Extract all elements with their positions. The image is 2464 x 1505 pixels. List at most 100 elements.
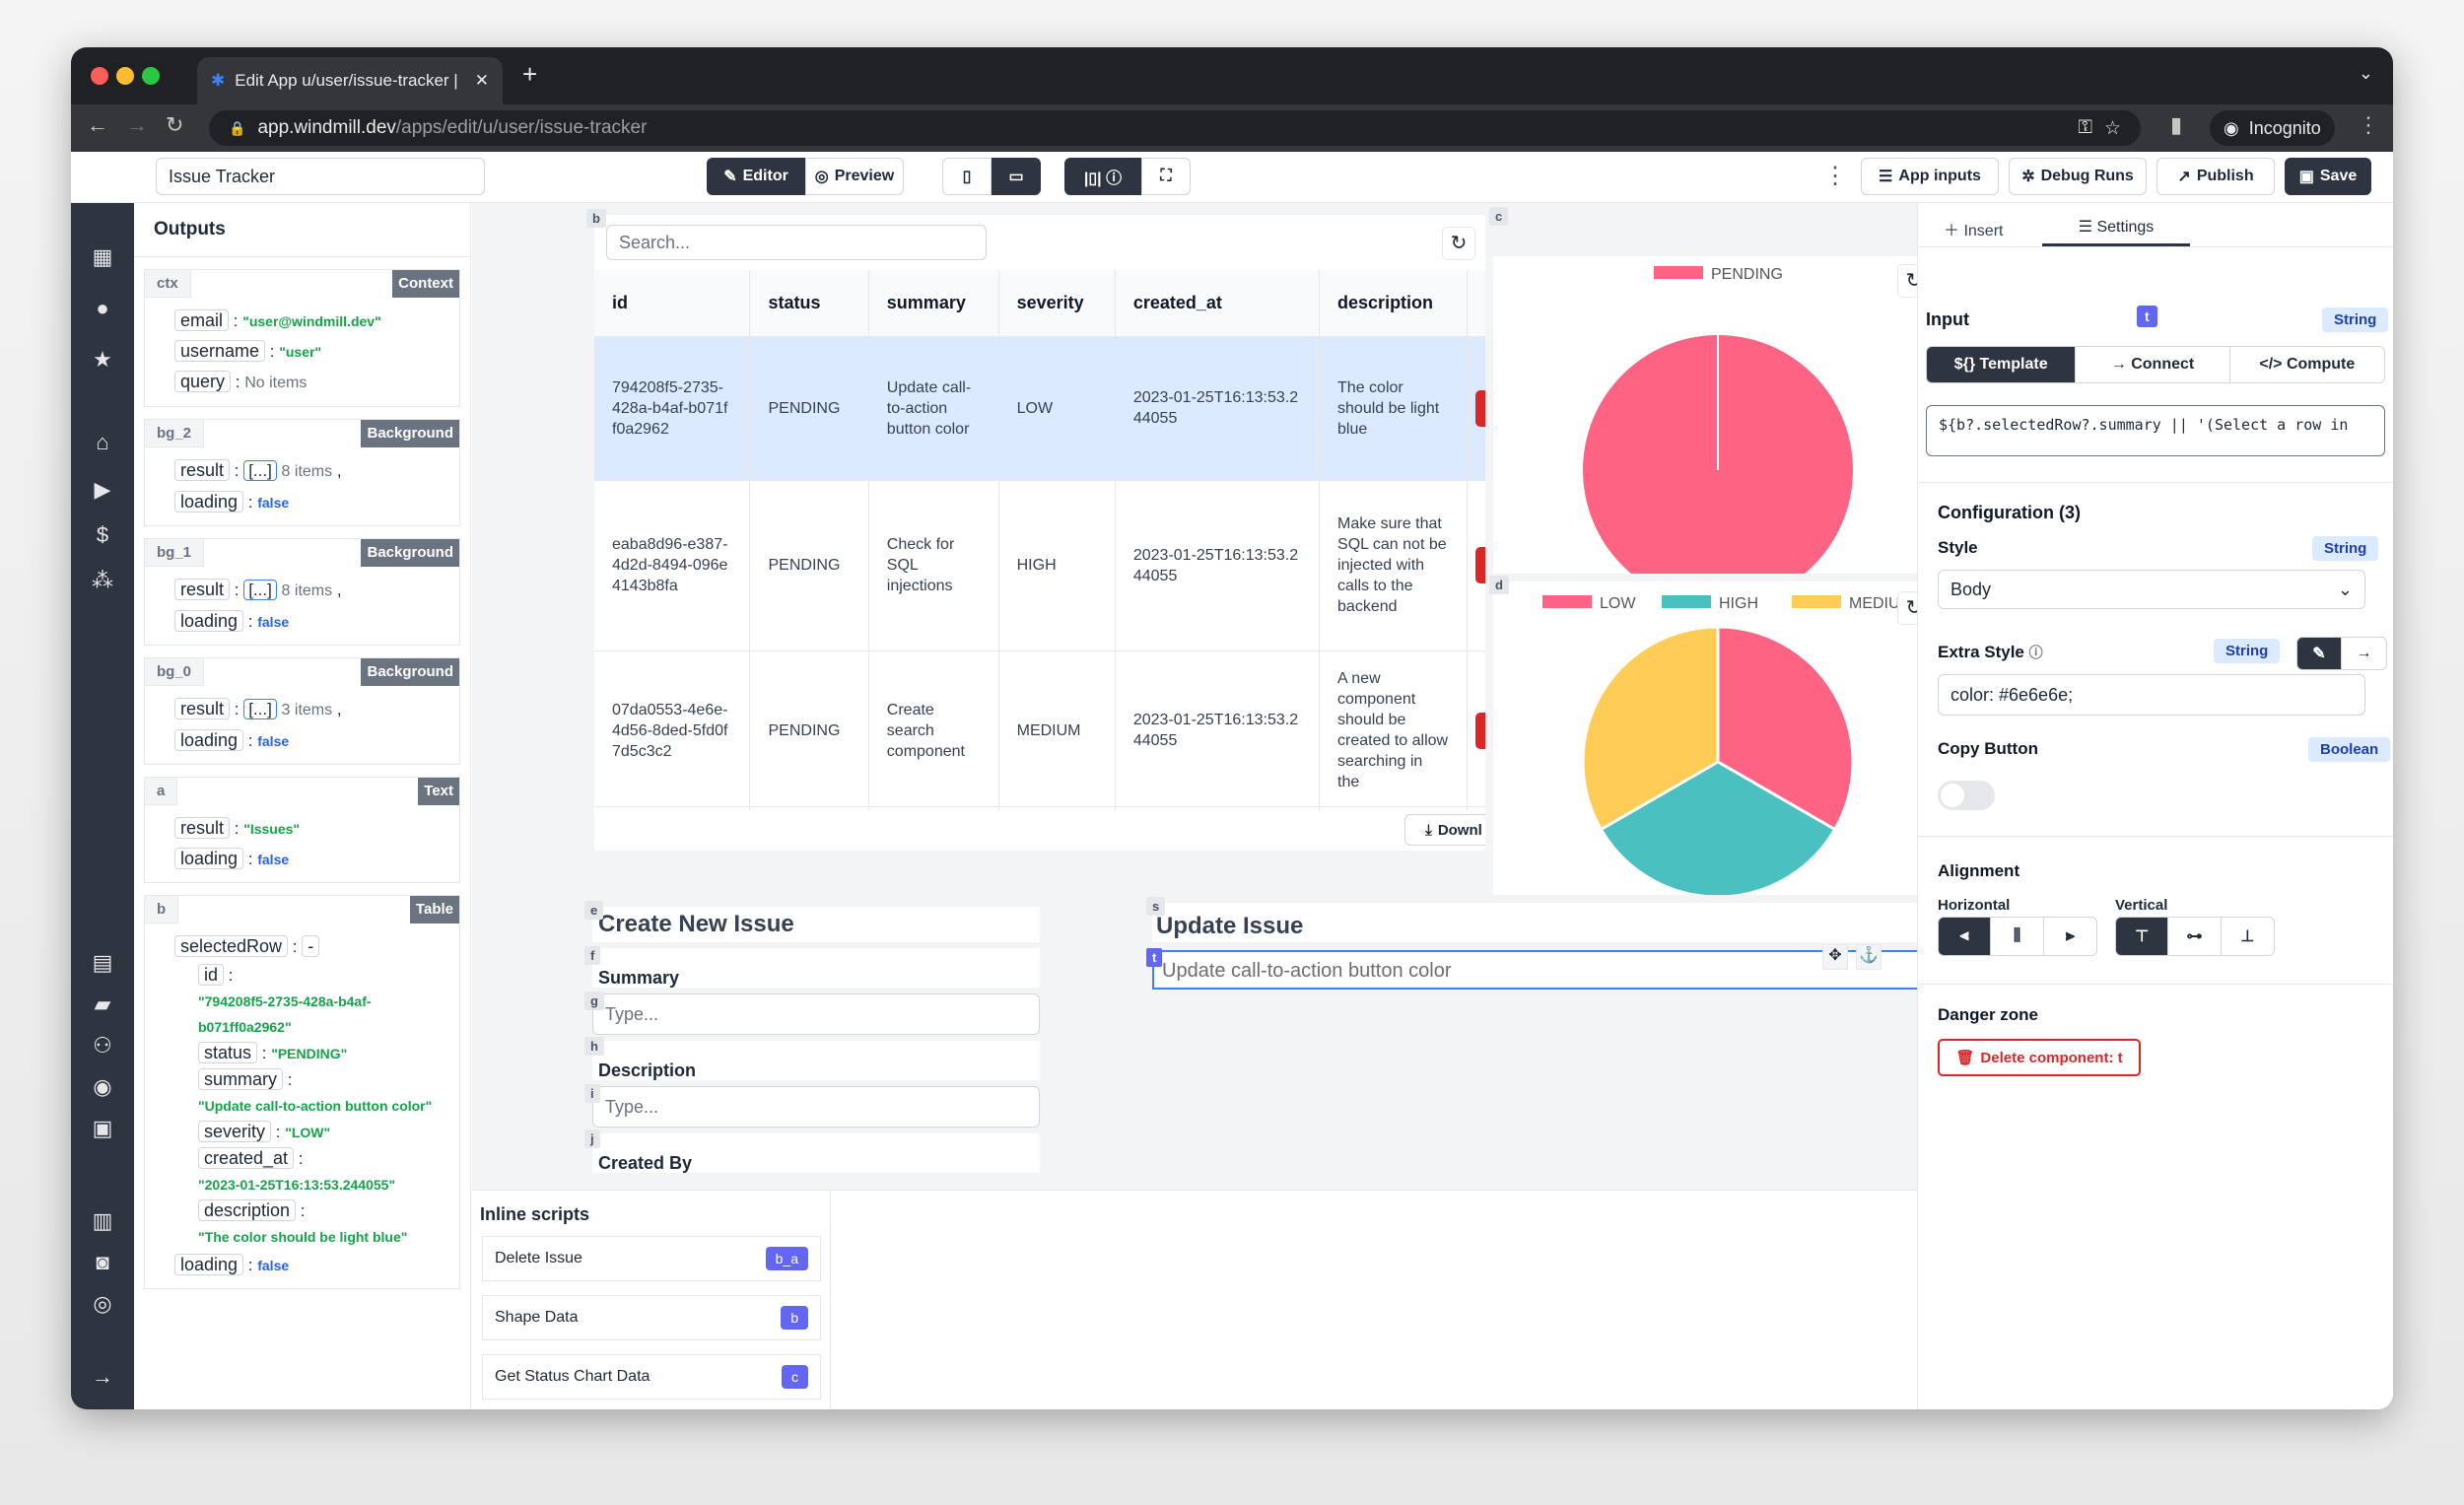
pie-slice[interactable]	[1716, 625, 1855, 832]
home-icon[interactable]: ⌂	[96, 430, 109, 454]
calendar-icon[interactable]: ▤	[92, 950, 113, 975]
close-window-button[interactable]	[91, 67, 108, 85]
table-row[interactable]: 07da0553-4e6e-4d56-8ded-5fd0f7d5c3c2 PEND…	[594, 650, 1485, 810]
component-id-label[interactable]: s	[1146, 897, 1166, 916]
key-icon[interactable]: ⚿	[2078, 117, 2092, 138]
align-middle-icon[interactable]: ⊶	[2168, 918, 2222, 955]
close-tab-icon[interactable]: ✕	[474, 71, 489, 90]
pie-slice[interactable]	[1581, 625, 1720, 832]
move-icon[interactable]: ✥	[1822, 944, 1848, 970]
publish-button[interactable]: ↗ Publish	[2156, 158, 2275, 195]
resources-icon[interactable]: ⁂	[92, 568, 113, 592]
delete-row-button[interactable]: Del	[1474, 712, 1485, 749]
component-id-label[interactable]: d	[1489, 576, 1509, 594]
component-id-label[interactable]: g	[584, 992, 604, 1010]
star-icon[interactable]: ★	[93, 347, 112, 372]
url-input[interactable]: 🔒 app.windmill.dev/apps/edit/u/user/issu…	[209, 110, 2141, 146]
new-tab-icon[interactable]: +	[522, 59, 538, 89]
book-icon[interactable]: ▥	[92, 1208, 113, 1233]
app-inputs-button[interactable]: ☰ App inputs	[1861, 158, 1999, 195]
debug-runs-button[interactable]: ✲ Debug Runs	[2009, 158, 2147, 195]
refresh-icon[interactable]: ↻	[1442, 227, 1475, 260]
user-icon[interactable]: ●	[96, 296, 109, 320]
column-header[interactable]: description	[1319, 270, 1468, 336]
component-id-label[interactable]: j	[584, 1129, 600, 1148]
legend-label[interactable]: PENDING	[1711, 266, 1783, 283]
selected-text-component[interactable]: Update call-to-action button color	[1152, 950, 1941, 990]
table-row[interactable]: eaba8d96-e387-4d2d-8494-096e4143b8fa PEND…	[594, 479, 1485, 650]
minimize-window-button[interactable]	[116, 67, 134, 85]
bookmark-star-icon[interactable]: ☆	[2103, 117, 2121, 139]
component-id-label[interactable]: b	[586, 209, 606, 228]
output-key[interactable]: loading	[174, 1254, 244, 1275]
legend-swatch[interactable]	[1654, 266, 1703, 279]
delete-row-button[interactable]: Del	[1474, 389, 1485, 427]
inline-script-item[interactable]: Get Status Chart Data c	[482, 1354, 821, 1400]
align-top-icon[interactable]: ⊤	[2116, 918, 2169, 955]
maximize-window-button[interactable]	[142, 67, 160, 85]
legend-swatch[interactable]	[1792, 595, 1841, 608]
expand-array-button[interactable]: [...]	[243, 699, 277, 719]
component-id-label[interactable]: i	[584, 1084, 600, 1103]
output-key[interactable]: result	[174, 817, 231, 839]
desktop-view-button[interactable]: ▭	[992, 158, 1041, 195]
compute-mode-button[interactable]: </> Compute	[2259, 356, 2356, 373]
profile-button[interactable]: ◉ Incognito	[2210, 110, 2335, 146]
align-right-icon[interactable]: ⫸	[2065, 927, 2075, 944]
align-bottom-icon[interactable]: ⊥	[2240, 928, 2255, 945]
inline-script-item[interactable]: Shape Data b	[482, 1295, 821, 1340]
component-id-label[interactable]: f	[584, 946, 601, 965]
github-icon[interactable]: ◎	[93, 1291, 112, 1316]
output-key[interactable]: created_at	[198, 1147, 295, 1169]
style-select[interactable]: Body ⌄	[1938, 570, 2365, 609]
column-header[interactable]: summary	[868, 270, 999, 336]
more-options-icon[interactable]: ⋮	[1823, 163, 1847, 189]
editor-button[interactable]: ✎ Editor	[707, 158, 805, 195]
tab-settings[interactable]: ☰ Settings	[2042, 203, 2190, 246]
discord-icon[interactable]: ◙	[96, 1250, 109, 1274]
tab-search-chevron-icon[interactable]: ⌄	[2358, 63, 2373, 83]
fit-width-button[interactable]: |▯| ⓘ	[1064, 158, 1141, 195]
forward-icon[interactable]: →	[126, 112, 148, 137]
legend-label[interactable]: LOW	[1600, 595, 1636, 612]
output-key[interactable]: severity	[198, 1121, 272, 1142]
download-button[interactable]: ⤓ Downl	[1404, 814, 1485, 846]
save-button[interactable]: ▣ Save	[2285, 158, 2371, 195]
output-key[interactable]: email	[174, 309, 230, 331]
eye-icon[interactable]: ◉	[93, 1074, 112, 1099]
component-id-label[interactable]: t	[1146, 948, 1163, 967]
output-key[interactable]: summary	[198, 1068, 284, 1090]
table-search-input[interactable]: Search...	[606, 225, 987, 260]
output-key[interactable]: username	[174, 340, 266, 362]
workspace-icon[interactable]: ▦	[92, 244, 113, 269]
output-key[interactable]: loading	[174, 491, 244, 513]
template-code-editor[interactable]: ${b?.selectedRow?.summary || '(Select a …	[1926, 405, 2385, 456]
legend-label[interactable]: MEDIUM	[1849, 595, 1913, 612]
column-header[interactable]: id	[594, 270, 751, 336]
output-key[interactable]: id	[198, 964, 225, 986]
legend-label[interactable]: HIGH	[1719, 595, 1758, 612]
column-header[interactable]: Acti	[1467, 270, 1485, 336]
inline-script-item[interactable]: Delete Issue b_a	[482, 1236, 821, 1281]
component-id-label[interactable]: c	[1489, 207, 1509, 226]
output-key[interactable]: loading	[174, 610, 244, 632]
output-key[interactable]: loading	[174, 848, 244, 869]
output-key[interactable]: selectedRow	[174, 935, 289, 957]
browser-menu-icon[interactable]: ⋮	[2358, 112, 2379, 137]
output-key[interactable]: result	[174, 698, 231, 719]
legend-swatch[interactable]	[1662, 595, 1711, 608]
connect-mode-button[interactable]: → Connect	[2076, 347, 2230, 382]
groups-icon[interactable]: ⚇	[93, 1033, 112, 1058]
output-key[interactable]: loading	[174, 729, 244, 751]
mobile-view-button[interactable]: ▯	[942, 158, 992, 195]
output-key[interactable]: description	[198, 1199, 297, 1221]
edit-pencil-icon[interactable]: ✎	[2297, 638, 2343, 669]
expand-array-button[interactable]: [...]	[243, 580, 277, 600]
component-id-label[interactable]: h	[584, 1037, 604, 1056]
delete-row-button[interactable]: Del	[1474, 547, 1485, 583]
robot-icon[interactable]: ▣	[92, 1116, 113, 1140]
column-header[interactable]: severity	[998, 270, 1116, 336]
fullscreen-button[interactable]: ⛶	[1141, 158, 1191, 195]
tab-insert[interactable]: ＋ Insert	[1944, 223, 2004, 239]
table-row[interactable]: 794208f5-2735-428a-b4af-b071ff0a2962 PEND…	[594, 335, 1485, 480]
